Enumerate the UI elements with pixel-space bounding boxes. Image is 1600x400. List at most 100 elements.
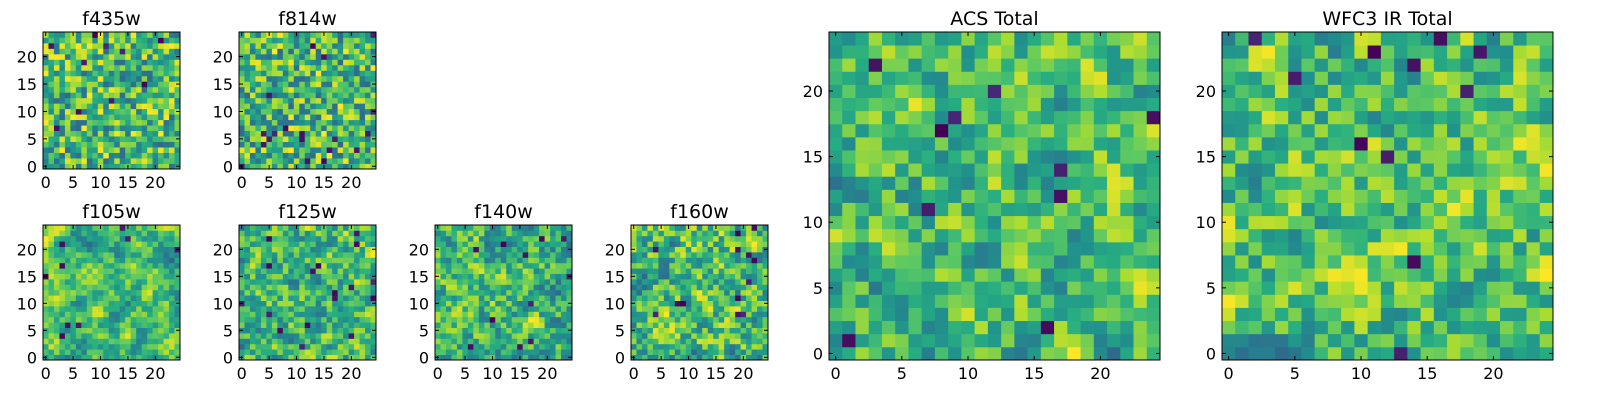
heatmap-cell bbox=[500, 284, 507, 291]
heatmap-cell bbox=[517, 268, 524, 274]
heatmap-cell bbox=[174, 130, 181, 137]
heatmap-cell bbox=[456, 279, 463, 285]
heatmap-cell bbox=[310, 130, 317, 137]
heatmap-cell bbox=[757, 343, 763, 350]
heatmap-cell bbox=[440, 322, 447, 328]
heatmap-cell bbox=[757, 338, 763, 345]
heatmap-cell bbox=[86, 136, 93, 142]
heatmap-cell bbox=[489, 284, 496, 291]
heatmap-cell bbox=[354, 262, 360, 269]
heatmap-cell bbox=[478, 273, 485, 280]
heatmap-cell bbox=[163, 59, 170, 66]
heatmap-cell bbox=[271, 316, 278, 323]
heatmap-cell bbox=[713, 300, 720, 307]
heatmap-cell bbox=[1093, 71, 1108, 85]
heatmap-cell bbox=[550, 338, 556, 345]
heatmap-cell bbox=[1301, 346, 1316, 361]
heatmap-cell bbox=[636, 311, 643, 318]
heatmap-cell bbox=[1146, 333, 1161, 348]
heatmap-cell bbox=[1473, 281, 1488, 295]
heatmap-cell bbox=[1014, 294, 1028, 308]
heatmap-cell bbox=[315, 37, 322, 44]
heatmap-cell bbox=[304, 354, 311, 361]
axes-frame bbox=[630, 224, 769, 361]
heatmap-cell bbox=[365, 163, 371, 170]
heatmap-cell bbox=[702, 289, 709, 296]
heatmap-cell bbox=[652, 257, 659, 264]
heatmap-cell bbox=[299, 225, 306, 231]
heatmap-cell bbox=[169, 338, 175, 345]
heatmap-cell bbox=[260, 316, 267, 323]
heatmap-cell bbox=[288, 354, 295, 361]
heatmap-cell bbox=[255, 103, 262, 110]
heatmap-cell bbox=[533, 268, 540, 274]
heatmap-cell bbox=[511, 241, 518, 247]
heatmap-cell bbox=[130, 48, 137, 55]
heatmap-cell bbox=[735, 246, 741, 253]
heatmap-cell bbox=[1235, 294, 1249, 308]
heatmap-cell bbox=[158, 81, 164, 88]
heatmap-cell bbox=[713, 343, 720, 350]
heatmap-cell bbox=[685, 268, 692, 274]
heatmap-cell bbox=[1080, 202, 1095, 217]
heatmap-cell bbox=[762, 322, 769, 328]
heatmap-cell bbox=[451, 333, 458, 339]
heatmap-cell bbox=[517, 241, 524, 247]
heatmap-cell bbox=[282, 268, 289, 274]
heatmap-cell bbox=[125, 257, 132, 264]
heatmap-cell bbox=[343, 354, 349, 361]
heatmap-cell bbox=[114, 147, 121, 153]
heatmap-cell bbox=[75, 53, 82, 60]
heatmap-cell bbox=[751, 322, 758, 328]
heatmap-cell bbox=[108, 300, 115, 307]
x-tick-label: 5 bbox=[68, 173, 78, 192]
heatmap-cell bbox=[1040, 189, 1055, 203]
heatmap-cell bbox=[636, 327, 643, 334]
heatmap-cell bbox=[365, 252, 371, 258]
heatmap-cell bbox=[103, 114, 110, 121]
heatmap-cell bbox=[445, 262, 452, 269]
heatmap-cell bbox=[239, 130, 245, 137]
heatmap-cell bbox=[70, 311, 77, 318]
heatmap-cell bbox=[467, 327, 474, 334]
heatmap-cell bbox=[310, 92, 317, 99]
heatmap-cell bbox=[359, 59, 366, 66]
heatmap-cell bbox=[729, 322, 736, 328]
heatmap-cell bbox=[1526, 163, 1541, 177]
heatmap-cell bbox=[707, 279, 714, 285]
heatmap-cell bbox=[239, 42, 245, 49]
heatmap-cell bbox=[685, 241, 692, 247]
heatmap-cell bbox=[75, 327, 82, 334]
heatmap-cell bbox=[735, 241, 741, 247]
heatmap-cell bbox=[53, 333, 60, 339]
y-tick-label: 5 bbox=[813, 279, 823, 298]
heatmap-cell bbox=[147, 53, 153, 60]
heatmap-cell bbox=[321, 316, 328, 323]
heatmap-cell bbox=[348, 268, 355, 274]
heatmap-cell bbox=[1027, 215, 1042, 230]
heatmap-cell bbox=[249, 119, 256, 126]
heatmap-cell bbox=[315, 64, 322, 71]
heatmap-cell bbox=[321, 103, 328, 110]
heatmap-cell bbox=[266, 284, 273, 291]
heatmap-cell bbox=[1407, 228, 1421, 243]
heatmap-cell bbox=[277, 273, 284, 280]
heatmap-cell bbox=[81, 306, 88, 312]
heatmap-cell bbox=[921, 189, 936, 203]
heatmap-cell bbox=[315, 252, 322, 258]
heatmap-cell bbox=[343, 163, 349, 170]
heatmap-cell bbox=[326, 92, 333, 99]
heatmap-cell bbox=[130, 289, 137, 296]
heatmap-cell bbox=[266, 333, 273, 339]
heatmap-cell bbox=[114, 53, 121, 60]
heatmap-cell bbox=[64, 114, 71, 121]
heatmap-cell bbox=[310, 53, 317, 60]
heatmap-cell bbox=[163, 86, 170, 93]
heatmap-cell bbox=[713, 241, 720, 247]
heatmap-cell bbox=[239, 119, 245, 126]
heatmap-cell bbox=[881, 123, 896, 138]
heatmap-cell bbox=[343, 252, 349, 258]
heatmap-cell bbox=[249, 289, 256, 296]
heatmap-cell bbox=[304, 125, 311, 132]
heatmap-cell bbox=[478, 268, 485, 274]
